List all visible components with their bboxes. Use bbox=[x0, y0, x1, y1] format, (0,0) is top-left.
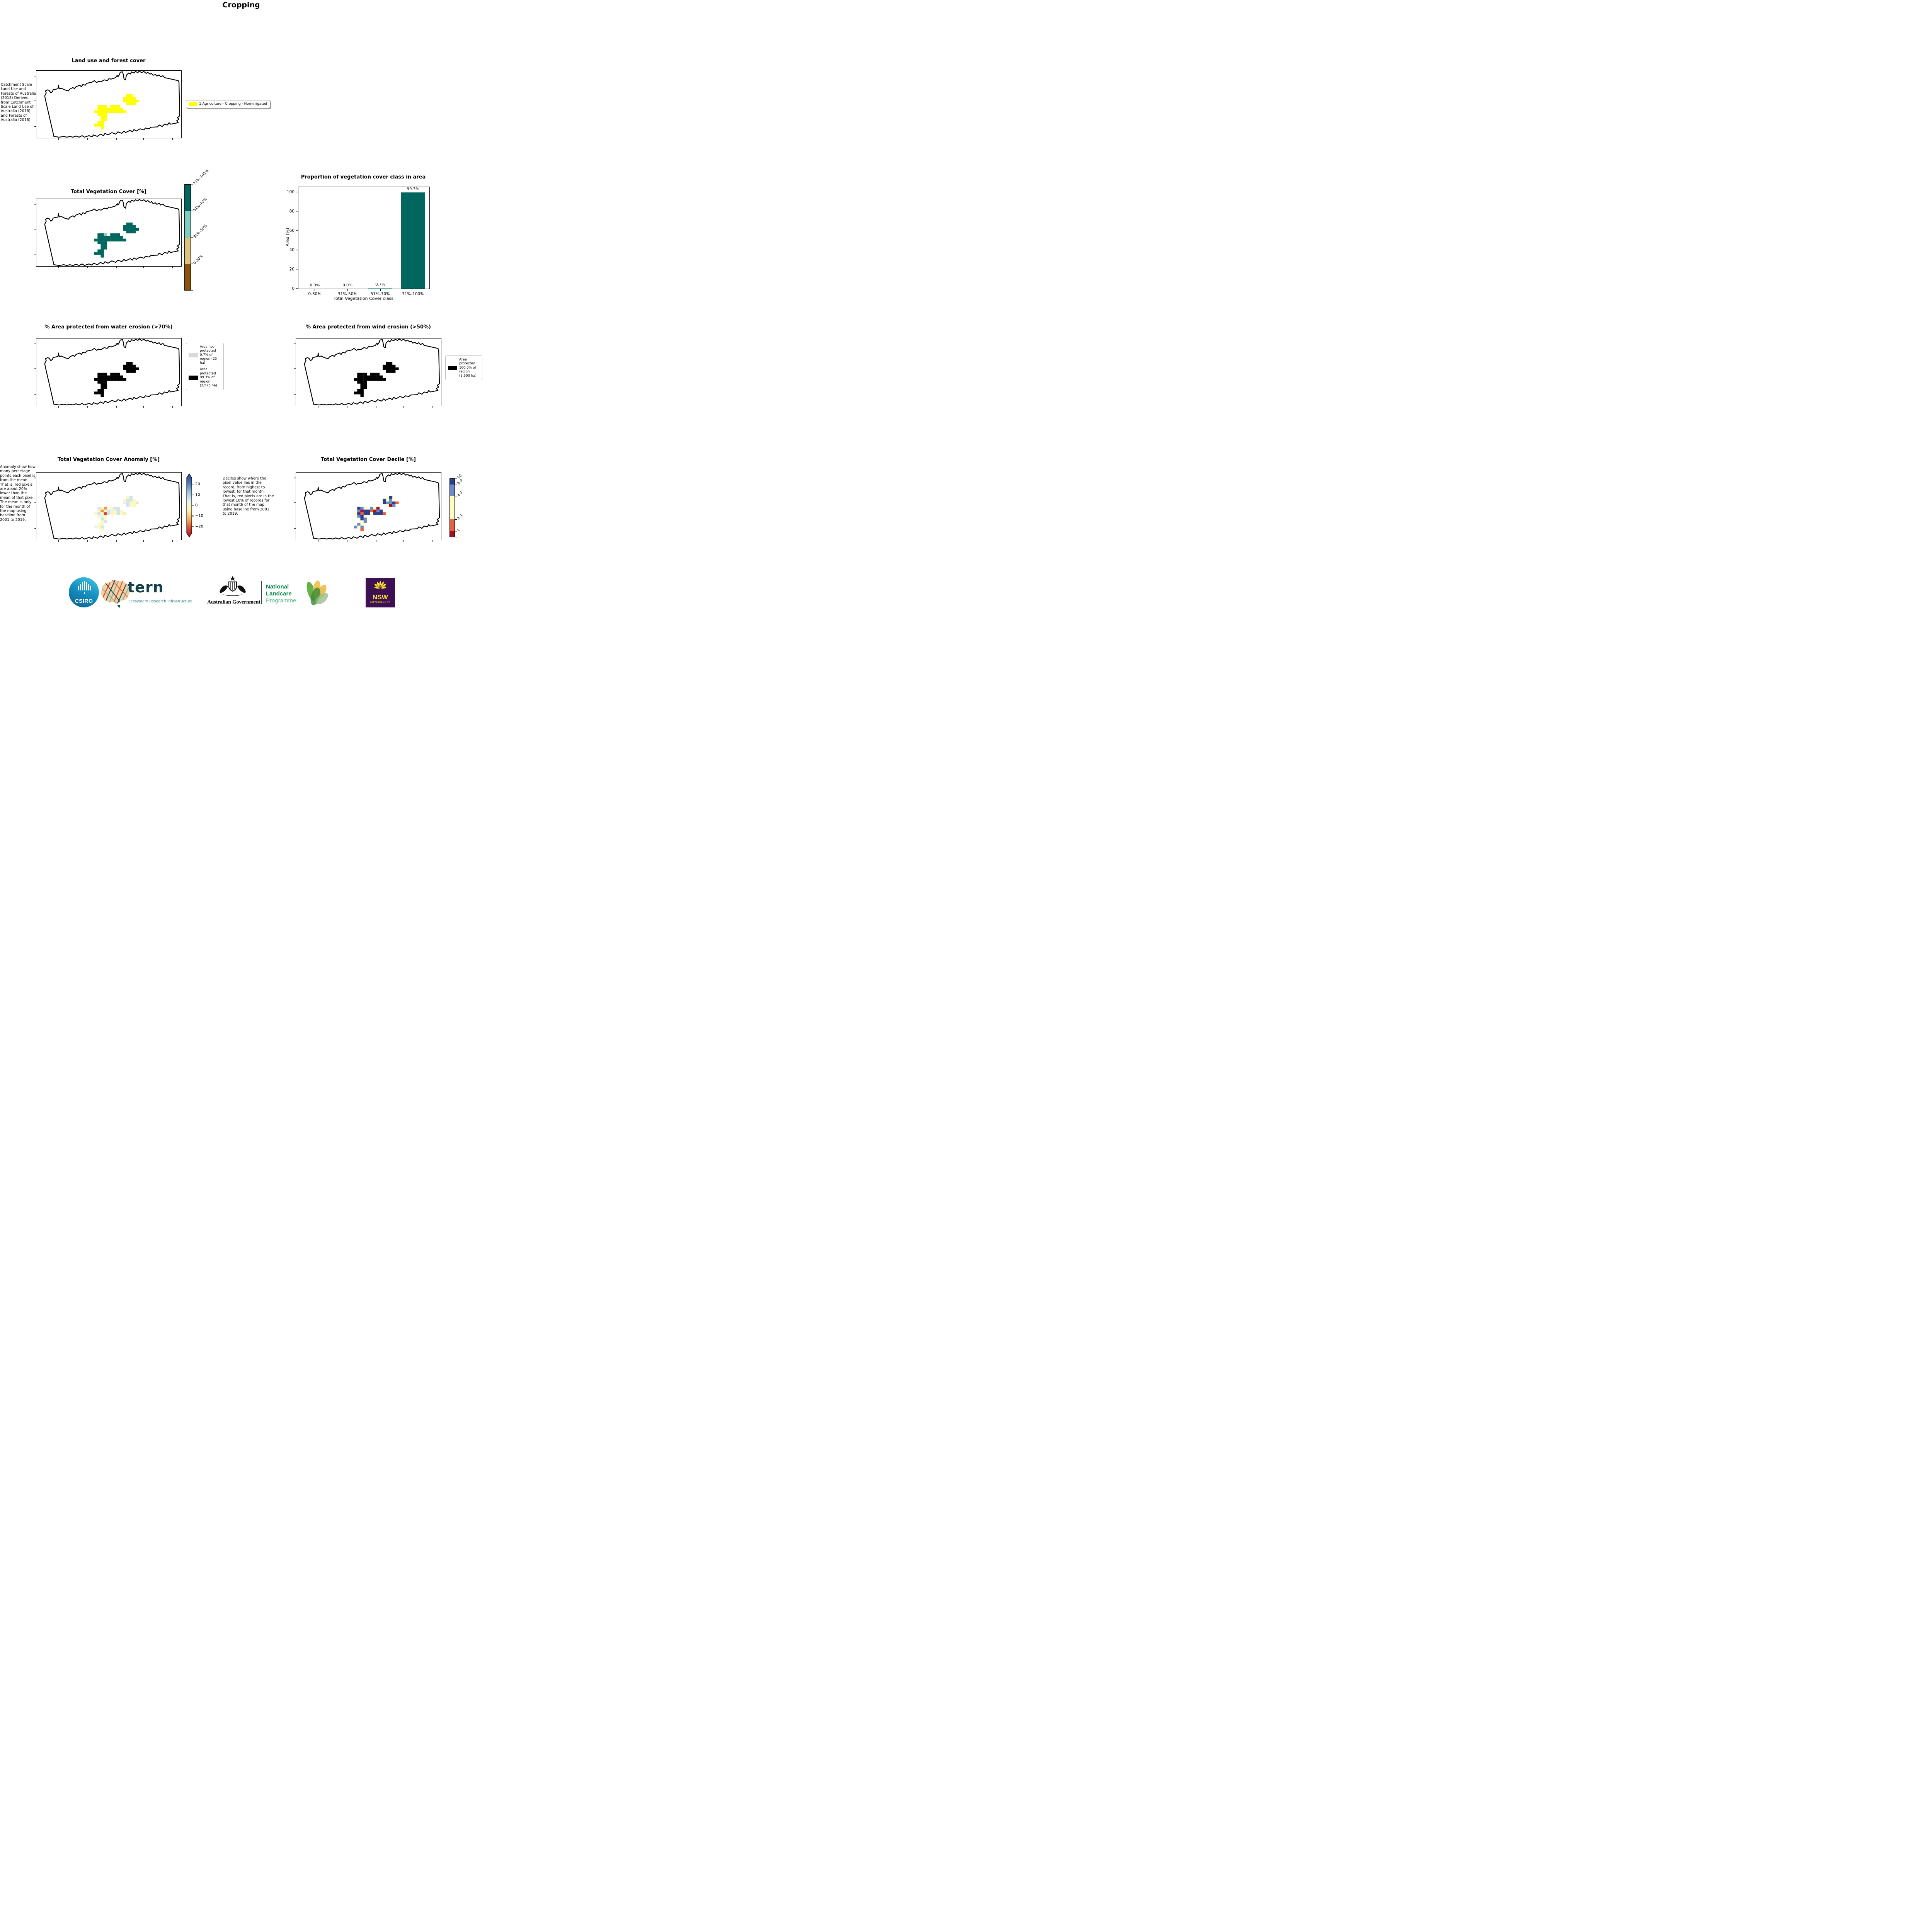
landcare-wordmark: National Landcare Programme bbox=[266, 583, 296, 604]
decile-colorbar-bar bbox=[449, 478, 455, 537]
veg-map bbox=[34, 199, 182, 268]
veg-colorbar-bar bbox=[184, 184, 191, 291]
bar-51%-70% bbox=[368, 288, 393, 289]
landuse-title: Land use and forest cover bbox=[72, 58, 146, 64]
csiro-logo: CSIRO bbox=[69, 577, 99, 607]
landuse-legend-label: 1 Agriculture - Cropping - Non-irrigated bbox=[199, 102, 267, 106]
wind-legend-label-protected: Area protected 100.0% of region (3,600 h… bbox=[459, 358, 477, 378]
landcare-leaves-icon bbox=[306, 580, 328, 605]
water-title: % Area protected from water erosion (>70… bbox=[44, 324, 173, 330]
decile-note: Deciles show where the pixel value lies … bbox=[223, 476, 274, 516]
water-legend-label-protected: Area protected 99.3% of region (3,575 ha… bbox=[200, 367, 217, 388]
tern-subtitle: Ecosystem Research Infrastructure bbox=[128, 599, 193, 604]
proportion-bar-chart: 0 20 40 60 80 100 0-30% 0.0% 31%-50% 0.0% 51%-70% 0… bbox=[287, 187, 430, 296]
nsw-waratah-icon bbox=[373, 580, 388, 592]
water-legend-entry-not-protected: Area not protected 0.7% of region (25 ha… bbox=[189, 345, 221, 365]
landuse-legend-swatch bbox=[189, 102, 197, 107]
water-legend-label-not-protected: Area not protected 0.7% of region (25 ha… bbox=[200, 345, 217, 365]
water-legend-swatch-protected bbox=[189, 376, 198, 380]
australian-government-label: Australian Government bbox=[207, 599, 260, 605]
veg-map-canvas bbox=[34, 199, 180, 268]
landcare-line3: Programme bbox=[266, 597, 296, 604]
decile-map-canvas bbox=[294, 472, 440, 542]
wind-map bbox=[294, 338, 441, 408]
water-legend: Area not protected 0.7% of region (25 ha… bbox=[186, 343, 224, 390]
csiro-wordmark: CSIRO bbox=[75, 598, 93, 604]
proportion-chart-title: Proportion of vegetation cover class in … bbox=[301, 174, 426, 180]
water-map bbox=[34, 338, 182, 408]
nsw-wordmark: NSW bbox=[373, 594, 388, 601]
decile-title: Total Vegetation Cover Decile [%] bbox=[321, 457, 416, 463]
logo-divider bbox=[261, 581, 262, 604]
landuse-map bbox=[34, 70, 182, 140]
landuse-note: Catchment Scale Land Use and Forests of … bbox=[1, 83, 36, 122]
veg-colorbar: 71%-100% 51%-70% 31%-50% 0-30% bbox=[184, 169, 209, 291]
anomaly-colorbar: 20 10 0 −10 −20 bbox=[186, 473, 203, 538]
wind-legend-entry-protected: Area protected 100.0% of region (3,600 h… bbox=[448, 358, 480, 378]
csiro-soundwave-icon bbox=[78, 581, 91, 594]
anomaly-map bbox=[34, 472, 182, 542]
veg-title: Total Vegetation Cover [%] bbox=[70, 189, 147, 195]
wind-legend: Area protected 100.0% of region (3,600 h… bbox=[445, 355, 482, 381]
water-legend-swatch-not-protected bbox=[189, 353, 198, 357]
water-legend-entry-protected: Area protected 99.3% of region (3,575 ha… bbox=[189, 367, 221, 388]
australian-government-crest-icon bbox=[220, 576, 246, 596]
decile-map bbox=[294, 472, 441, 542]
nsw-government-logo: NSW GOVERNMENT bbox=[366, 578, 395, 607]
australia-art-icon bbox=[100, 580, 130, 608]
anomaly-note: Anomaly show how many percetage points e… bbox=[0, 465, 36, 522]
anomaly-map-canvas bbox=[34, 472, 180, 542]
landcare-line2: Landcare bbox=[266, 590, 292, 597]
report-page: Cropping Land use and forest cover Catch… bbox=[0, 0, 482, 611]
proportion-xlabel: Total Vegetation Cover class bbox=[333, 296, 393, 301]
wind-legend-swatch-protected bbox=[448, 366, 457, 370]
wind-title: % Area protected from wind erosion (>50%… bbox=[306, 324, 431, 330]
landcare-line1: National bbox=[266, 583, 289, 590]
landuse-legend: 1 Agriculture - Cropping - Non-irrigated bbox=[186, 100, 271, 109]
tern-wordmark: tern bbox=[128, 579, 164, 596]
nsw-government-label: GOVERNMENT bbox=[369, 601, 391, 604]
page-title: Cropping bbox=[222, 1, 260, 9]
bar-71%-100% bbox=[401, 192, 426, 289]
wind-map-canvas bbox=[294, 338, 440, 408]
water-map-canvas bbox=[34, 338, 180, 408]
anomaly-title: Total Vegetation Cover Anomaly [%] bbox=[57, 457, 160, 463]
decile-colorbar: 10 8-9 4-7 2-3 1 bbox=[449, 474, 464, 537]
landuse-map-canvas bbox=[34, 70, 180, 140]
